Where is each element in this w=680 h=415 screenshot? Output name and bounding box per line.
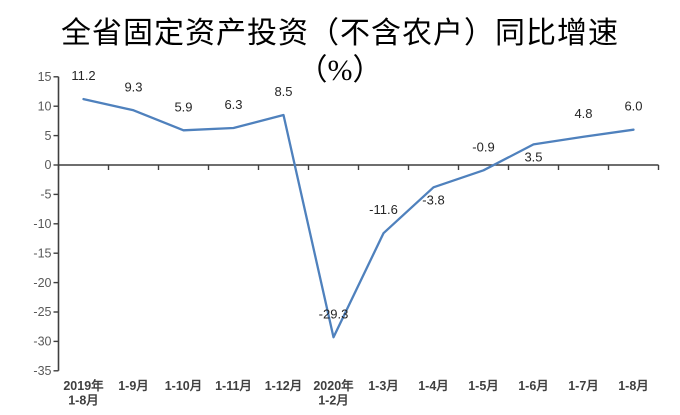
- y-tick-label: -30: [33, 335, 51, 349]
- x-category-label: 2020年 1-2月: [313, 378, 354, 408]
- x-category-label: 1-6月: [518, 379, 549, 393]
- y-tick-label: -15: [33, 246, 51, 260]
- x-category-label: 2019年 1-8月: [63, 378, 104, 408]
- y-tick-label: 15: [38, 70, 52, 84]
- x-category-label: 1-12月: [265, 379, 303, 393]
- data-label: 9.3: [124, 79, 142, 94]
- series-line: [82, 97, 635, 339]
- y-tick-label: 0: [45, 158, 52, 172]
- chart-title-unit: （%）: [297, 54, 383, 87]
- x-category-label: 1-8月: [618, 379, 649, 393]
- x-category-label: 1-10月: [165, 379, 203, 393]
- y-tick-label: -5: [40, 188, 51, 202]
- x-category-label: 1-11月: [215, 379, 252, 393]
- data-label: 5.9: [174, 99, 192, 114]
- x-category-label: 1-5月: [468, 379, 499, 393]
- y-tick-label: -25: [33, 305, 51, 319]
- y-tick-label: -10: [33, 217, 51, 231]
- data-label: -0.9: [472, 139, 494, 154]
- data-label: 8.5: [274, 84, 292, 99]
- x-category-label: 1-3月: [368, 379, 399, 393]
- y-tick-label: -35: [33, 364, 51, 378]
- x-category-label: 1-7月: [568, 379, 599, 393]
- y-tick-label: 5: [45, 129, 52, 143]
- data-label: 4.8: [574, 106, 592, 121]
- data-label: 11.2: [71, 68, 95, 83]
- data-label: 6.3: [224, 97, 242, 112]
- y-tick-label: 10: [38, 99, 52, 113]
- x-category-label: 1-9月: [118, 379, 149, 393]
- data-label: -3.8: [422, 192, 444, 207]
- y-tick-label: -20: [33, 276, 51, 290]
- x-category-label: 1-4月: [418, 379, 449, 393]
- data-label: -29.3: [319, 306, 349, 321]
- data-label: 3.5: [524, 149, 542, 164]
- chart-title: 全省固定资产投资（不含农户）同比增速: [61, 17, 619, 50]
- data-label: 6.0: [624, 99, 642, 114]
- data-label: -11.6: [369, 202, 398, 217]
